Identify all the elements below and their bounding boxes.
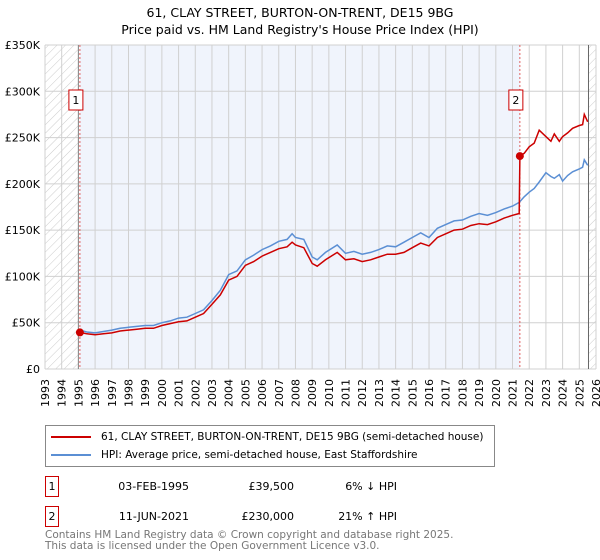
legend-swatch-blue <box>51 454 91 456</box>
x-tick-label: 2013 <box>373 379 386 407</box>
x-tick-label: 2024 <box>557 379 570 407</box>
x-tick-label: 2017 <box>440 379 453 407</box>
transaction-hpi: 21% ↑ HPI <box>338 510 397 523</box>
x-tick-label: 2022 <box>523 379 536 407</box>
licence-line: This data is licensed under the Open Gov… <box>45 540 380 552</box>
legend-item-property: 61, CLAY STREET, BURTON-ON-TRENT, DE15 9… <box>51 429 483 445</box>
y-tick-label: £0 <box>26 363 40 376</box>
sale-marker-badge <box>508 89 524 111</box>
x-tick-label: 2020 <box>490 379 503 407</box>
x-tick-label: 2019 <box>473 379 486 407</box>
legend-swatch-red <box>51 436 91 438</box>
transaction-price: £230,000 <box>241 510 295 523</box>
transaction-price: £39,500 <box>248 480 295 493</box>
x-tick-label: 1997 <box>106 379 119 407</box>
sale-marker-label: 2 <box>512 94 519 107</box>
y-tick-label: £150K <box>5 224 41 237</box>
x-tick-label: 2016 <box>423 379 436 407</box>
chart-legend: 61, CLAY STREET, BURTON-ON-TRENT, DE15 9… <box>45 425 495 467</box>
subtitle-line: Price paid vs. HM Land Registry's House … <box>121 22 479 37</box>
x-tick-label: 1998 <box>122 379 135 407</box>
transaction-hpi: 6% ↓ HPI <box>345 480 397 493</box>
x-tick-label: 2001 <box>173 379 186 407</box>
y-tick-label: £350K <box>5 39 41 52</box>
transaction-date: 11-JUN-2021 <box>118 510 189 523</box>
legend-label: HPI: Average price, semi-detached house,… <box>101 449 418 461</box>
x-tick-label: 1994 <box>56 379 69 407</box>
x-tick-label: 2018 <box>456 379 469 407</box>
copyright-line: Contains HM Land Registry data © Crown c… <box>45 529 454 541</box>
x-tick-label: 2012 <box>356 379 369 407</box>
x-tick-label: 2002 <box>189 379 202 407</box>
legend-label: 61, CLAY STREET, BURTON-ON-TRENT, DE15 9… <box>101 431 484 443</box>
transaction-date: 03-FEB-1995 <box>118 480 189 493</box>
x-tick-label: 2021 <box>507 379 520 407</box>
y-tick-label: £50K <box>12 317 41 330</box>
x-tick-label: 2023 <box>540 379 553 407</box>
y-tick-label: £100K <box>5 270 41 283</box>
x-tick-label: 2014 <box>390 379 403 407</box>
x-tick-label: 2004 <box>223 379 236 407</box>
hpi-line <box>79 157 589 334</box>
chart-title: 61, CLAY STREET, BURTON-ON-TRENT, DE15 9… <box>0 4 600 38</box>
marker-badge: 1 <box>45 476 59 497</box>
shaded-ownership-region <box>79 45 520 369</box>
footer: Contains HM Land Registry data © Crown c… <box>45 530 453 552</box>
x-tick-label: 2008 <box>289 379 302 407</box>
x-tick-label: 1995 <box>72 379 85 407</box>
x-tick-label: 2010 <box>323 379 336 407</box>
x-tick-label: 2011 <box>340 379 353 407</box>
x-tick-label: 1993 <box>39 379 52 407</box>
hatched-region-after <box>588 45 596 369</box>
x-tick-label: 1996 <box>89 379 102 407</box>
y-tick-label: £200K <box>5 178 41 191</box>
x-tick-label: 2026 <box>590 379 600 407</box>
x-tick-label: 2006 <box>256 379 269 407</box>
y-tick-label: £250K <box>5 132 41 145</box>
sale-marker-badge <box>68 89 84 111</box>
sale-point <box>75 328 84 337</box>
marker-badge: 2 <box>45 506 59 527</box>
x-tick-label: 2003 <box>206 379 219 407</box>
x-tick-label: 2009 <box>306 379 319 407</box>
transaction-row: 2 11-JUN-2021 £230,000 21% ↑ HPI <box>45 506 397 527</box>
property-price-line <box>79 111 589 336</box>
sale-point <box>515 152 524 161</box>
transaction-row: 1 03-FEB-1995 £39,500 6% ↓ HPI <box>45 476 397 497</box>
x-tick-label: 1999 <box>139 379 152 407</box>
x-tick-label: 2000 <box>156 379 169 407</box>
sale-marker-label: 1 <box>72 94 79 107</box>
y-tick-label: £300K <box>5 85 41 98</box>
legend-item-hpi: HPI: Average price, semi-detached house,… <box>51 447 418 463</box>
x-tick-label: 2015 <box>406 379 419 407</box>
x-tick-label: 2007 <box>273 379 286 407</box>
x-tick-label: 2005 <box>239 379 252 407</box>
title-line: 61, CLAY STREET, BURTON-ON-TRENT, DE15 9… <box>146 5 454 20</box>
x-tick-label: 2025 <box>573 379 586 407</box>
